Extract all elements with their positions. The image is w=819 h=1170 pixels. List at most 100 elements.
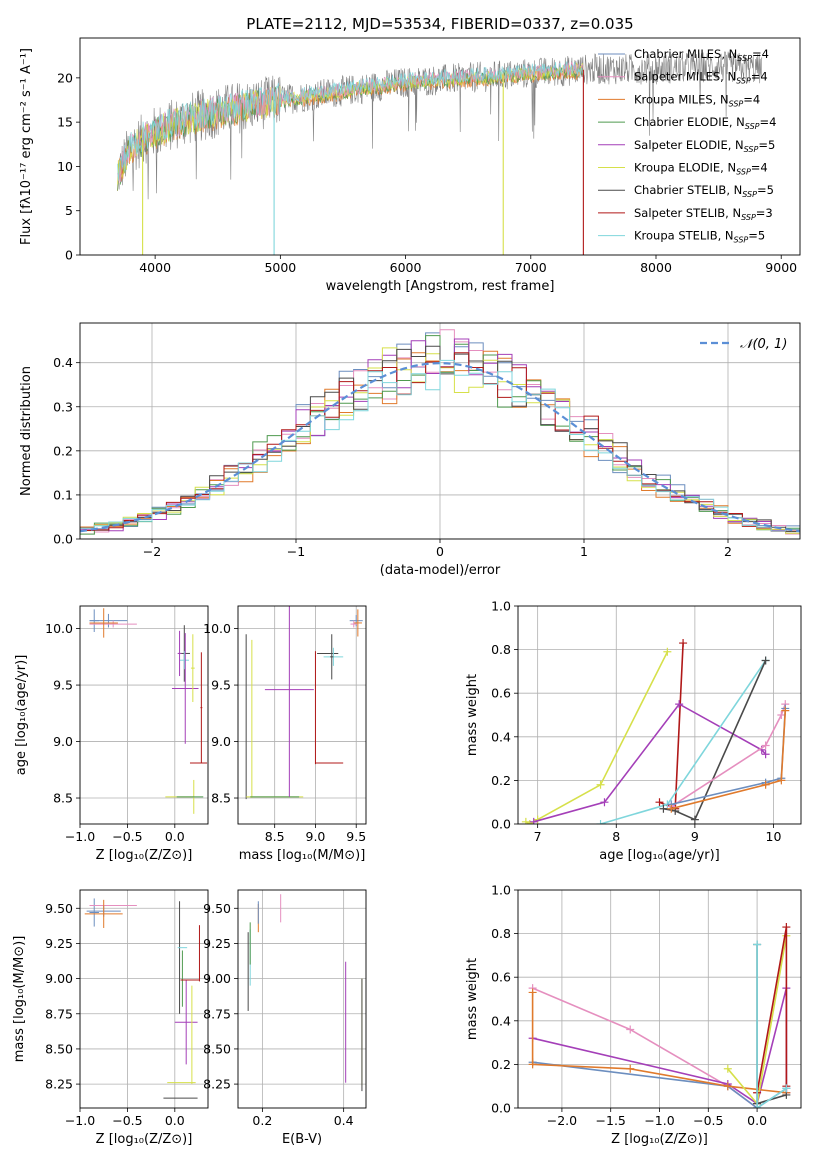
y-tick-label: 0.2 <box>491 773 511 788</box>
data-point-marker <box>753 940 762 949</box>
data-point-marker <box>782 923 791 932</box>
legend-subscript: SSP <box>745 122 760 131</box>
x-tick-label: −1.0 <box>65 829 95 844</box>
data-point-marker <box>667 804 676 813</box>
legend-entry-salpeter_miles: Salpeter MILES, NSSP=4 <box>634 70 768 86</box>
y-tick-label: 8.25 <box>45 1077 73 1092</box>
x-tick-label: 7 <box>534 829 542 844</box>
panel-mw_vs_Z: −2.0 −1.5 −1.0 −0.5 0.0 0.0 0.2 0.4 0.6 0.8 1.0 Z [… <box>465 883 802 1147</box>
y-tick-label: 9.50 <box>45 901 73 916</box>
legend-entry-chabrier_stelib: Chabrier STELIB, NSSP=5 <box>634 183 774 199</box>
axes-frame <box>79 37 801 256</box>
y-tick-label: 9.5 <box>211 678 231 693</box>
legend-subscript: SSP <box>736 77 751 86</box>
x-tick-label: 0.0 <box>747 1113 767 1128</box>
legend-entry-kroupa_elodie: Kroupa ELODIE, NSSP=4 <box>634 161 768 177</box>
data-point-marker <box>723 1064 732 1073</box>
x-tick-label: −1.0 <box>644 1113 674 1128</box>
data-point-marker <box>675 700 684 709</box>
plot-area-residuals <box>80 323 800 539</box>
data-point-marker <box>679 639 688 648</box>
model-spectrum-kroupa_stelib <box>117 60 584 181</box>
x-tick-label: −0.5 <box>112 1113 142 1128</box>
gauss-legend-label: 𝒩(0, 1) <box>740 337 787 352</box>
series-line-kroupa_stelib <box>756 944 787 1108</box>
data-point-marker <box>777 711 786 719</box>
data-point-marker <box>723 1082 732 1091</box>
model-spectrum-kroupa_elodie <box>117 62 584 185</box>
x-tick-label: 2 <box>724 544 732 559</box>
panel-residuals: −2 −1 0 1 2 0.0 0.1 0.2 0.3 0.4 (data-model)/error… <box>19 322 801 578</box>
legend-value: =5 <box>748 229 765 243</box>
y-axis-label: mass [log₁₀(M/M⊙)] <box>12 936 27 1063</box>
panel-mass_vs_Z: −1.0 −0.5 0.0 8.25 8.50 8.75 9.00 9.25 9.50 Z [lo… <box>12 889 209 1147</box>
y-tick-label: 9.25 <box>203 936 231 951</box>
y-axis-label: Flux [fλ10⁻¹⁷ erg cm⁻² s⁻¹ A⁻¹] <box>19 48 34 245</box>
x-tick-label: 1 <box>580 544 588 559</box>
x-tick-label: 9.5 <box>346 829 366 844</box>
legend-entry-kroupa_stelib: Kroupa STELIB, NSSP=5 <box>634 229 765 245</box>
data-point-marker <box>761 750 770 759</box>
y-tick-label: 8.75 <box>45 1006 73 1021</box>
y-tick-label: 9.0 <box>211 734 231 749</box>
data-point-marker <box>600 798 609 807</box>
legend-subscript: SSP <box>729 99 744 108</box>
y-tick-label: 15 <box>57 115 73 130</box>
series-line-chabrier_stelib <box>663 660 767 821</box>
plot-area-mw_vs_Z <box>518 890 801 1108</box>
y-tick-label: 8.5 <box>53 791 73 806</box>
axes-frame <box>79 605 209 825</box>
plot-area-age_vs_mass <box>238 606 366 824</box>
x-axis-label: Z [log₁₀(Z/Z⊙)] <box>96 1132 193 1147</box>
plot-area-age_vs_Z <box>80 606 208 824</box>
x-tick-label: −1.5 <box>596 1113 626 1128</box>
y-tick-label: 9.5 <box>53 678 73 693</box>
x-axis-label: age [log₁₀(age/yr)] <box>599 848 720 863</box>
y-tick-label: 1.0 <box>491 599 511 614</box>
y-tick-label: 8.5 <box>211 791 231 806</box>
legend-text: Kroupa STELIB, N <box>634 229 734 243</box>
x-axis-label: (data-model)/error <box>380 563 501 578</box>
series-line-chabrier_miles <box>671 708 787 806</box>
legend-value: =4 <box>751 70 768 84</box>
data-point-marker <box>753 1104 762 1108</box>
legend-subscript: SSP <box>734 236 749 245</box>
y-tick-label: 0.0 <box>53 532 73 547</box>
y-tick-label: 9.25 <box>45 936 73 951</box>
y-tick-label: 20 <box>57 70 73 85</box>
legend-subscript: SSP <box>742 190 757 199</box>
plot-area-mass_vs_Z <box>80 890 208 1108</box>
panel-spectrum: 4000 5000 6000 7000 8000 9000 0 5 10 15 20 waveleng… <box>19 37 801 294</box>
data-point-marker <box>781 706 790 715</box>
data-point-marker <box>528 1060 537 1069</box>
series-line-kroupa_miles <box>671 710 787 810</box>
y-tick-label: 0.8 <box>491 926 511 941</box>
plot-area-mw_vs_age <box>518 606 801 824</box>
y-tick-label: 0.6 <box>491 970 511 985</box>
legend-text: Salpeter MILES, N <box>634 70 736 84</box>
x-tick-label: −0.5 <box>112 829 142 844</box>
y-tick-label: 8.75 <box>203 1006 231 1021</box>
series-line-salpeter_miles <box>670 703 787 808</box>
legend-value: =4 <box>751 161 768 175</box>
y-tick-label: 0.0 <box>491 817 511 832</box>
legend-entry-chabrier_miles: Chabrier MILES, NSSP=4 <box>634 47 769 63</box>
x-tick-label: −0.5 <box>693 1113 723 1128</box>
series-line-salpeter_elodie <box>533 703 767 823</box>
legend-subscript: SSP <box>736 168 751 177</box>
x-tick-label: 9.0 <box>306 829 326 844</box>
legend-text: Kroupa MILES, N <box>634 92 729 106</box>
panel-age_vs_mass: 8.5 9.0 9.5 8.5 9.0 9.5 10.0 mass [log₁₀(M/M⊙)] <box>203 605 367 863</box>
data-point-marker <box>596 820 605 824</box>
y-tick-label: 0.2 <box>53 443 73 458</box>
data-point-marker <box>761 741 770 750</box>
legend-subscript: SSP <box>737 54 752 63</box>
y-tick-label: 0.3 <box>53 399 73 414</box>
x-axis-label: Z [log₁₀(Z/Z⊙)] <box>611 1132 708 1147</box>
x-tick-label: 0.2 <box>252 1113 272 1128</box>
legend-value: =5 <box>757 183 774 197</box>
x-axis-label: mass [log₁₀(M/M⊙)] <box>239 848 366 863</box>
data-point-marker <box>626 1064 635 1073</box>
